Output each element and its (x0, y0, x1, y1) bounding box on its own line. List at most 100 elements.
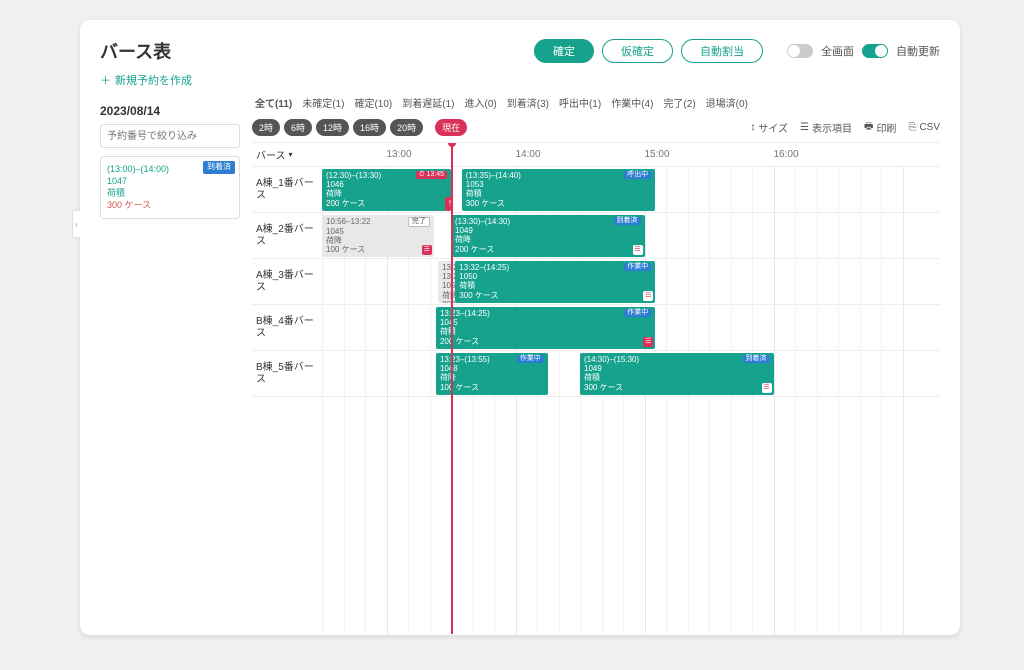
filter-tab[interactable]: 全て(11) (252, 94, 295, 111)
corner-icon: ☰ (633, 245, 643, 255)
status-filters: 全て(11)未確定(1)確定(10)到着遅延(1) 進入(0)到着済(3)呼出中(… (252, 94, 940, 111)
berth-label: B棟_4番バース (252, 305, 322, 351)
block-qty: 200 ケース (440, 337, 651, 346)
chevron-down-icon: ▾ (289, 150, 293, 159)
gantt-rows: (12:30)–(13:30)⏱ 13:451046荷降200 ケース!(13:… (322, 167, 940, 397)
main-panel: ‹ 全て(11)未確定(1)確定(10)到着遅延(1)進入(0)到着済(3)呼出… (252, 94, 940, 634)
print-button[interactable]: 🖶 印刷 (864, 119, 896, 136)
status-tag: ⏱ 13:45 (416, 171, 447, 179)
card-op: 荷積 (107, 187, 233, 199)
csv-button[interactable]: ⎘ CSV (908, 119, 940, 136)
corner-icon: ☰ (762, 383, 772, 393)
block-qty: 200 ケース (455, 245, 641, 254)
fullscreen-toggle[interactable] (787, 44, 813, 58)
status-tag: 作業中 (624, 263, 651, 271)
filter-tab[interactable]: 到着済(3) (504, 94, 552, 111)
block-time: (12:30)–(13:30) (326, 171, 381, 180)
block-id: 1048 (440, 364, 544, 373)
reservation-block[interactable]: 13:23–(14:25)作業中1045荷積200 ケース☰ (436, 307, 655, 349)
berth-label: A棟_2番バース (252, 213, 322, 259)
now-button[interactable]: 現在 (435, 119, 467, 136)
new-reservation-label: 新規予約を作成 (115, 72, 192, 88)
tool-buttons: ↕ サイズ ☰ 表示項目 🖶 印刷 ⎘ CSV (750, 119, 940, 136)
zoom-button[interactable]: 20時 (390, 119, 423, 136)
gantt-row[interactable]: 13:23–(13:55)作業中1048荷降100 ケース(14:30)–(15… (322, 351, 940, 397)
unassigned-card[interactable]: 到着済 (13:00)–(14:00) 1047 荷積 300 ケース (100, 156, 240, 219)
berth-label: B棟_5番バース (252, 351, 322, 397)
reservation-block[interactable]: (13:30)–(14:30)到着済1049荷降200 ケース☰ (451, 215, 645, 257)
time-tick: 14:00 (516, 143, 541, 166)
berth-label: A棟_1番バース (252, 167, 322, 213)
card-id: 1047 (107, 175, 233, 187)
block-id: 1049 (455, 226, 641, 235)
block-time: (13:30)–(14:30) (455, 217, 510, 226)
block-time: 13:23–(14:25) (440, 309, 490, 318)
time-tick: 15:00 (645, 143, 670, 166)
block-op: 荷積 (466, 189, 652, 198)
block-qty: 100 ケース (440, 383, 544, 392)
block-id: 1049 (584, 364, 770, 373)
collapse-sidebar-button[interactable]: ‹ (72, 210, 80, 238)
berth-label: A棟_3番バース (252, 259, 322, 305)
filter-tab[interactable]: 完了(2) (660, 94, 698, 111)
zoom-button[interactable]: 16時 (353, 119, 386, 136)
block-op: 荷降 (455, 235, 641, 244)
timeline-area[interactable]: 13:0014:0015:0016:00 (12:30)–(13:30)⏱ 13… (322, 143, 940, 634)
size-button[interactable]: ↕ サイズ (750, 119, 788, 136)
block-op: 荷降 (326, 236, 430, 245)
fullscreen-label: 全画面 (821, 43, 854, 59)
filter-tab[interactable]: 未確定(1) (299, 94, 347, 111)
time-tick: 16:00 (774, 143, 799, 166)
header: バース表 確定 仮確定 自動割当 全画面 自動更新 (100, 38, 940, 64)
status-tag: 作業中 (517, 355, 544, 363)
toolbar: 2時6時12時16時20時現在 ↕ サイズ ☰ 表示項目 🖶 印刷 ⎘ CSV (252, 119, 940, 136)
columns-button[interactable]: ☰ 表示項目 (800, 119, 852, 136)
gantt-row[interactable]: 13:24–13:24完了1052荷降200 ケース13:32–(14:25)作… (322, 259, 940, 305)
reservation-block[interactable]: 13:32–(14:25)作業中1050荷積300 ケース☰ (455, 261, 655, 303)
body: 2023/08/14 到着済 (13:00)–(14:00) 1047 荷積 3… (100, 94, 940, 634)
filter-tab[interactable]: 呼出中(1) (556, 94, 604, 111)
zoom-button[interactable]: 12時 (316, 119, 349, 136)
block-id: 1045 (440, 318, 651, 327)
column-header[interactable]: バース▾ (252, 143, 322, 167)
block-qty: 200 ケース (326, 199, 447, 208)
block-time: 10:56–13:22 (326, 217, 371, 226)
reservation-block[interactable]: (14:30)–(15:30)到着済1049荷積300 ケース☰ (580, 353, 774, 395)
block-time: (13:35)–(14:40) (466, 171, 521, 180)
block-time: 13:32–(14:25) (459, 263, 509, 272)
block-qty: 100 ケース (326, 245, 430, 254)
filter-tab[interactable]: 進入(0) (462, 94, 500, 111)
current-date[interactable]: 2023/08/14 (100, 104, 240, 118)
block-op: 荷積 (459, 281, 651, 290)
filter-tab[interactable]: 到着遅延(1) (399, 94, 457, 111)
gantt-row[interactable]: 10:56–13:22完了1045荷降100 ケース☰ (13:30)–(14:3… (322, 213, 940, 259)
corner-icon: ☰ (643, 337, 653, 347)
app-frame: バース表 確定 仮確定 自動割当 全画面 自動更新 ＋ 新規予約を作成 2023… (80, 20, 960, 635)
block-op: 荷降 (326, 189, 447, 198)
reservation-block[interactable]: (13:35)–(14:40)呼出中1053荷積300 ケース (462, 169, 656, 211)
block-id: 1046 (326, 180, 447, 189)
row-headers: バース▾ A棟_1番バースA棟_2番バースA棟_3番バースB棟_4番バースB棟_… (252, 143, 322, 634)
new-reservation-link[interactable]: ＋ 新規予約を作成 (100, 72, 192, 88)
filter-tab[interactable]: 作業中(4) (608, 94, 656, 111)
sidebar: 2023/08/14 到着済 (13:00)–(14:00) 1047 荷積 3… (100, 94, 240, 634)
block-qty: 300 ケース (466, 199, 652, 208)
gantt-row[interactable]: 13:23–(14:25)作業中1045荷積200 ケース☰ (322, 305, 940, 351)
reservation-block[interactable]: 10:56–13:22完了1045荷降100 ケース☰ (322, 215, 434, 257)
zoom-button[interactable]: 6時 (284, 119, 312, 136)
time-header: 13:0014:0015:0016:00 (322, 143, 940, 167)
auto-assign-button[interactable]: 自動割当 (681, 39, 763, 63)
search-input[interactable] (100, 124, 240, 148)
tentative-button[interactable]: 仮確定 (602, 39, 673, 63)
status-tag: 呼出中 (624, 171, 651, 179)
zoom-button[interactable]: 2時 (252, 119, 280, 136)
card-qty: 300 ケース (107, 199, 233, 211)
block-time: 13:23–(13:55) (440, 355, 490, 364)
reservation-block[interactable]: (12:30)–(13:30)⏱ 13:451046荷降200 ケース! (322, 169, 451, 211)
filter-tab[interactable]: 退場済(0) (703, 94, 751, 111)
filter-tab[interactable]: 確定(10) (351, 94, 395, 111)
autorefresh-toggle[interactable] (862, 44, 888, 58)
confirm-button[interactable]: 確定 (534, 39, 594, 63)
corner-icon: ☰ (643, 291, 653, 301)
gantt-row[interactable]: (12:30)–(13:30)⏱ 13:451046荷降200 ケース!(13:… (322, 167, 940, 213)
